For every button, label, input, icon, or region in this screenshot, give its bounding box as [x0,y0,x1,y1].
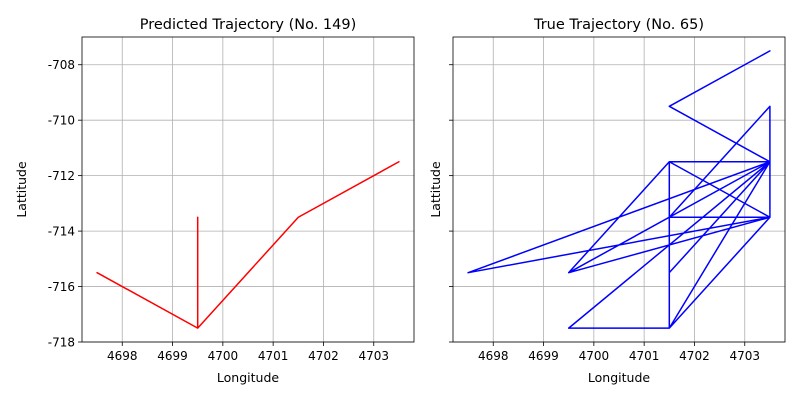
x-tick-label: 4703 [729,349,760,363]
y-axis-label: Lattitude [14,161,29,218]
x-tick-label: 4699 [157,349,188,363]
chart-title: Predicted Trajectory (No. 149) [140,17,357,33]
x-tick-label: 4699 [528,349,559,363]
x-axis-label: Longitude [217,370,279,385]
x-tick-label: 4702 [679,349,710,363]
x-tick-label: 4698 [478,349,509,363]
plot-area [82,37,414,342]
axes-frame [452,36,786,343]
x-tick-label: 4700 [579,349,610,363]
y-tick-label: -716 [48,280,75,294]
x-ticks: 4698 4699 4700 4701 4702 4703 [107,342,389,363]
plot-area [453,37,785,342]
x-tick-label: 4701 [629,349,660,363]
y-axis-label: Lattitude [428,161,443,218]
axes-frame [81,36,415,343]
trajectory-series [96,161,400,329]
trajectory-series [467,50,771,329]
y-tick-label: -708 [48,58,75,72]
x-tick-label: 4698 [107,349,138,363]
y-tick-label: -710 [48,113,75,127]
x-tick-label: 4701 [258,349,289,363]
y-tick-label: -718 [48,335,75,349]
trajectory-line [96,161,400,329]
y-tick-label: -712 [48,169,75,183]
x-tick-label: 4702 [308,349,339,363]
chart-title: True Trajectory (No. 65) [533,17,704,33]
x-tick-label: 4700 [208,349,239,363]
trajectory-line [467,50,771,329]
y-ticks: -708 -710 -712 -714 -716 -718 [48,58,82,349]
x-axis-label: Longitude [588,370,650,385]
y-ticks [449,64,453,343]
predicted-trajectory-panel: 4698 4699 4700 4701 4702 4703 -708 -710 -712 -71… [14,17,415,385]
x-tick-label: 4703 [358,349,389,363]
x-ticks: 4698 4699 4700 4701 4702 4703 [478,342,760,363]
true-trajectory-panel: 4698 4699 4700 4701 4702 4703 True Trajectory… [428,17,786,385]
y-tick-label: -714 [48,224,75,238]
